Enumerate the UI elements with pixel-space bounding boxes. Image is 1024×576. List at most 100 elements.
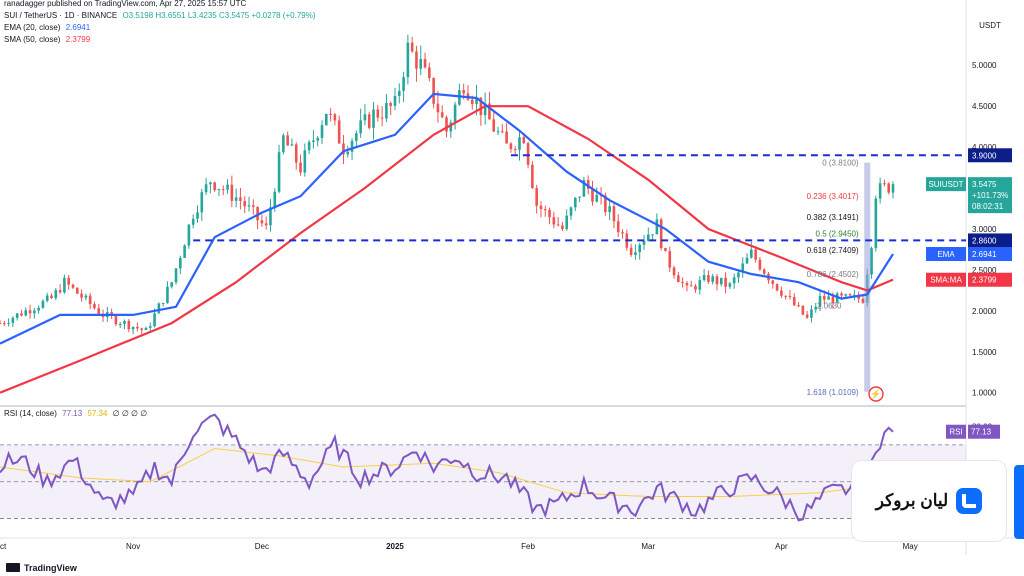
candle-body: [367, 114, 371, 128]
candle-body: [634, 252, 637, 255]
candle-body: [810, 309, 813, 318]
candle-body: [41, 300, 45, 308]
candle-body: [221, 189, 225, 191]
candle-body: [363, 114, 367, 121]
candle-body: [827, 296, 830, 300]
candle-body: [406, 42, 410, 78]
candle-body: [612, 206, 616, 222]
candle-body: [672, 267, 676, 276]
candle-body: [775, 284, 779, 291]
last-price-box: [968, 177, 1012, 214]
indicator-value-text: 2.3799: [972, 276, 997, 285]
candle-body: [479, 97, 483, 116]
candle-body: [578, 196, 581, 198]
candle-body: [475, 97, 478, 105]
candle-body: [20, 313, 23, 316]
symbol-price-tag-text: SUIUSDT: [928, 180, 963, 189]
candle-body: [539, 205, 543, 210]
candle-body: [389, 103, 392, 106]
candle-body: [780, 290, 783, 296]
sma-legend[interactable]: SMA (50, close) 2.3799: [4, 35, 93, 45]
candle-body: [483, 103, 487, 116]
candle-body: [290, 144, 294, 146]
indicator-value-text: 2.6941: [972, 250, 997, 259]
fib-range-bar: [864, 162, 871, 392]
ema-line: [0, 92, 894, 345]
time-tick-label: Dec: [255, 542, 269, 551]
broker-logo-icon: [956, 488, 983, 514]
fib-level-label: 1.618 (1.0109): [807, 388, 859, 397]
ema-legend-label: EMA (20, close): [4, 23, 61, 32]
candle-body: [505, 131, 508, 144]
candle-body: [878, 183, 882, 199]
candle-body: [333, 114, 337, 121]
candle-body: [153, 313, 156, 327]
candle-body: [380, 117, 384, 119]
candle-body: [668, 251, 672, 268]
candle-body: [355, 133, 358, 141]
candle-body: [870, 248, 873, 275]
candle-body: [462, 90, 465, 94]
price-axis-unit: USDT: [979, 21, 1001, 30]
candle-body: [453, 104, 457, 123]
sma-line: [0, 105, 894, 394]
level-price-box: [968, 233, 1012, 248]
candle-body: [213, 182, 216, 191]
candle-body: [509, 143, 513, 150]
candle-body: [312, 140, 315, 142]
candle-body: [844, 294, 848, 296]
symbol-price-tag: [926, 177, 966, 192]
candle-body: [260, 220, 264, 224]
rsi-legend[interactable]: RSI (14, close) 77.13 57.34 ∅ ∅ ∅ ∅: [4, 409, 150, 418]
candle-body: [294, 144, 298, 163]
tradingview-footer[interactable]: TradingView: [6, 563, 77, 573]
lightning-icon-glyph: ⚡: [870, 388, 881, 400]
candle-body: [166, 286, 169, 303]
candle-body: [196, 212, 199, 219]
candle-body: [488, 103, 491, 120]
candle-body: [170, 282, 174, 287]
candle-body: [187, 224, 191, 246]
time-tick-label: Apr: [775, 542, 788, 551]
ohlc-values: O3.5198 H3.6551 L3.4235 C3.5475 +0.0278 …: [122, 11, 316, 20]
candle-body: [393, 95, 397, 106]
candle-body: [402, 77, 405, 91]
candle-body: [247, 205, 251, 207]
indicator-value-box: [968, 272, 1012, 287]
candle-body: [419, 58, 423, 69]
candle-body: [784, 295, 787, 297]
candle-body: [63, 277, 66, 293]
candle-body: [681, 282, 684, 284]
rsi-line: [0, 413, 894, 522]
candle-body: [707, 275, 710, 282]
candle-body: [80, 293, 83, 298]
candle-body: [887, 183, 891, 193]
candle-body: [724, 277, 727, 287]
last-price-value: 3.5475: [972, 180, 997, 189]
time-tick-label: Oct: [0, 542, 7, 551]
candle-body: [543, 209, 547, 211]
candle-body: [127, 320, 131, 330]
level-price-text: 3.9000: [972, 151, 997, 160]
candle-body: [874, 198, 878, 249]
candle-body: [84, 295, 88, 298]
time-tick-label: Feb: [521, 542, 535, 551]
candle-body: [282, 135, 285, 153]
candle-body: [209, 182, 212, 185]
fib-level-label: 0 (3.8100): [822, 159, 859, 168]
symbol-line: SUI / TetherUS · 1D · BINANCE O3.5198 H3…: [4, 11, 319, 21]
candle-body: [45, 295, 49, 301]
ema-legend[interactable]: EMA (20, close) 2.6941: [4, 23, 93, 33]
candle-body: [385, 103, 388, 119]
candle-body: [71, 284, 75, 288]
tradingview-logo-icon: [6, 563, 20, 572]
candle-body: [702, 275, 706, 281]
candle-body: [677, 275, 680, 283]
candle-body: [179, 257, 182, 269]
price-tick-label: 2.5000: [972, 266, 997, 275]
rsi-value-box: [968, 424, 1000, 439]
time-tick-label: 2025: [386, 542, 404, 551]
candle-body: [646, 234, 650, 241]
candle-body: [470, 99, 474, 105]
